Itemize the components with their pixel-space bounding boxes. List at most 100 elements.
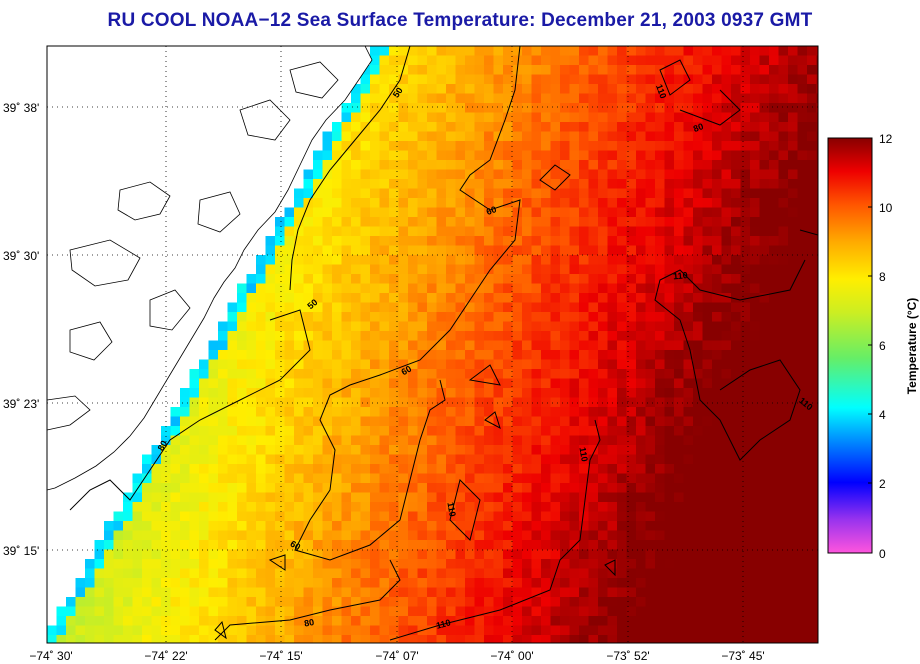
sst-pixel [541, 549, 552, 560]
sst-pixel [132, 587, 143, 598]
sst-pixel [170, 426, 181, 437]
sst-pixel [750, 426, 761, 437]
sst-pixel [778, 160, 789, 171]
sst-pixel [493, 578, 504, 589]
sst-pixel [398, 635, 409, 643]
sst-pixel [446, 492, 457, 503]
sst-pixel [294, 578, 305, 589]
sst-pixel [379, 578, 390, 589]
sst-pixel [674, 521, 685, 532]
sst-pixel [541, 511, 552, 522]
sst-pixel [208, 426, 219, 437]
sst-pixel [113, 521, 124, 532]
sst-pixel [721, 169, 732, 180]
sst-pixel [313, 559, 324, 570]
sst-pixel [816, 207, 818, 218]
sst-pixel [607, 103, 618, 114]
sst-pixel [389, 112, 400, 123]
sst-pixel [246, 350, 257, 361]
sst-pixel [636, 274, 647, 285]
sst-pixel [560, 407, 571, 418]
sst-pixel [797, 559, 808, 570]
sst-pixel [512, 160, 523, 171]
sst-pixel [408, 435, 419, 446]
sst-pixel [265, 255, 276, 266]
sst-pixel [284, 369, 295, 380]
sst-pixel [721, 407, 732, 418]
sst-pixel [740, 169, 751, 180]
sst-pixel [474, 549, 485, 560]
sst-pixel [465, 464, 476, 475]
sst-pixel [816, 255, 818, 266]
sst-pixel [626, 568, 637, 579]
sst-pixel [294, 511, 305, 522]
sst-pixel [693, 179, 704, 190]
sst-pixel [636, 112, 647, 123]
sst-pixel [541, 103, 552, 114]
sst-pixel [807, 340, 818, 351]
sst-pixel [436, 464, 447, 475]
sst-pixel [104, 625, 115, 636]
sst-pixel [408, 274, 419, 285]
sst-pixel [341, 502, 352, 513]
sst-pixel [351, 578, 362, 589]
sst-pixel [303, 435, 314, 446]
sst-pixel [284, 207, 295, 218]
sst-pixel [769, 407, 780, 418]
sst-pixel [284, 236, 295, 247]
sst-pixel [617, 112, 628, 123]
sst-pixel [94, 606, 105, 617]
sst-pixel [664, 492, 675, 503]
sst-pixel [569, 141, 580, 152]
sst-pixel [579, 55, 590, 66]
sst-pixel [807, 274, 818, 285]
sst-pixel [313, 226, 324, 237]
sst-pixel [636, 388, 647, 399]
sst-pixel [560, 568, 571, 579]
sst-pixel [683, 46, 694, 57]
sst-pixel [512, 283, 523, 294]
sst-pixel [731, 321, 742, 332]
sst-pixel [341, 483, 352, 494]
sst-pixel [512, 378, 523, 389]
sst-pixel [645, 616, 656, 627]
sst-pixel [313, 435, 324, 446]
sst-pixel [598, 388, 609, 399]
sst-pixel [512, 435, 523, 446]
sst-pixel [322, 407, 333, 418]
sst-pixel [313, 397, 324, 408]
sst-pixel [256, 302, 267, 313]
sst-pixel [123, 597, 134, 608]
sst-pixel [512, 397, 523, 408]
sst-pixel [588, 293, 599, 304]
sst-pixel [474, 112, 485, 123]
sst-pixel [161, 568, 172, 579]
sst-pixel [750, 597, 761, 608]
sst-pixel [759, 464, 770, 475]
sst-pixel [788, 217, 799, 228]
sst-pixel [693, 473, 704, 484]
sst-pixel [341, 188, 352, 199]
sst-pixel [759, 350, 770, 361]
sst-pixel [522, 302, 533, 313]
sst-pixel [626, 245, 637, 256]
sst-pixel [816, 112, 818, 123]
sst-pixel [512, 74, 523, 85]
sst-pixel [588, 226, 599, 237]
sst-pixel [322, 559, 333, 570]
sst-pixel [493, 65, 504, 76]
sst-pixel [151, 492, 162, 503]
sst-pixel [341, 511, 352, 522]
sst-pixel [341, 350, 352, 361]
sst-pixel [493, 312, 504, 323]
sst-pixel [731, 388, 742, 399]
sst-pixel [598, 369, 609, 380]
sst-pixel [455, 74, 466, 85]
sst-pixel [693, 331, 704, 342]
sst-pixel [778, 397, 789, 408]
sst-pixel [750, 112, 761, 123]
sst-pixel [598, 331, 609, 342]
sst-pixel [607, 549, 618, 560]
sst-pixel [788, 84, 799, 95]
sst-pixel [151, 549, 162, 560]
